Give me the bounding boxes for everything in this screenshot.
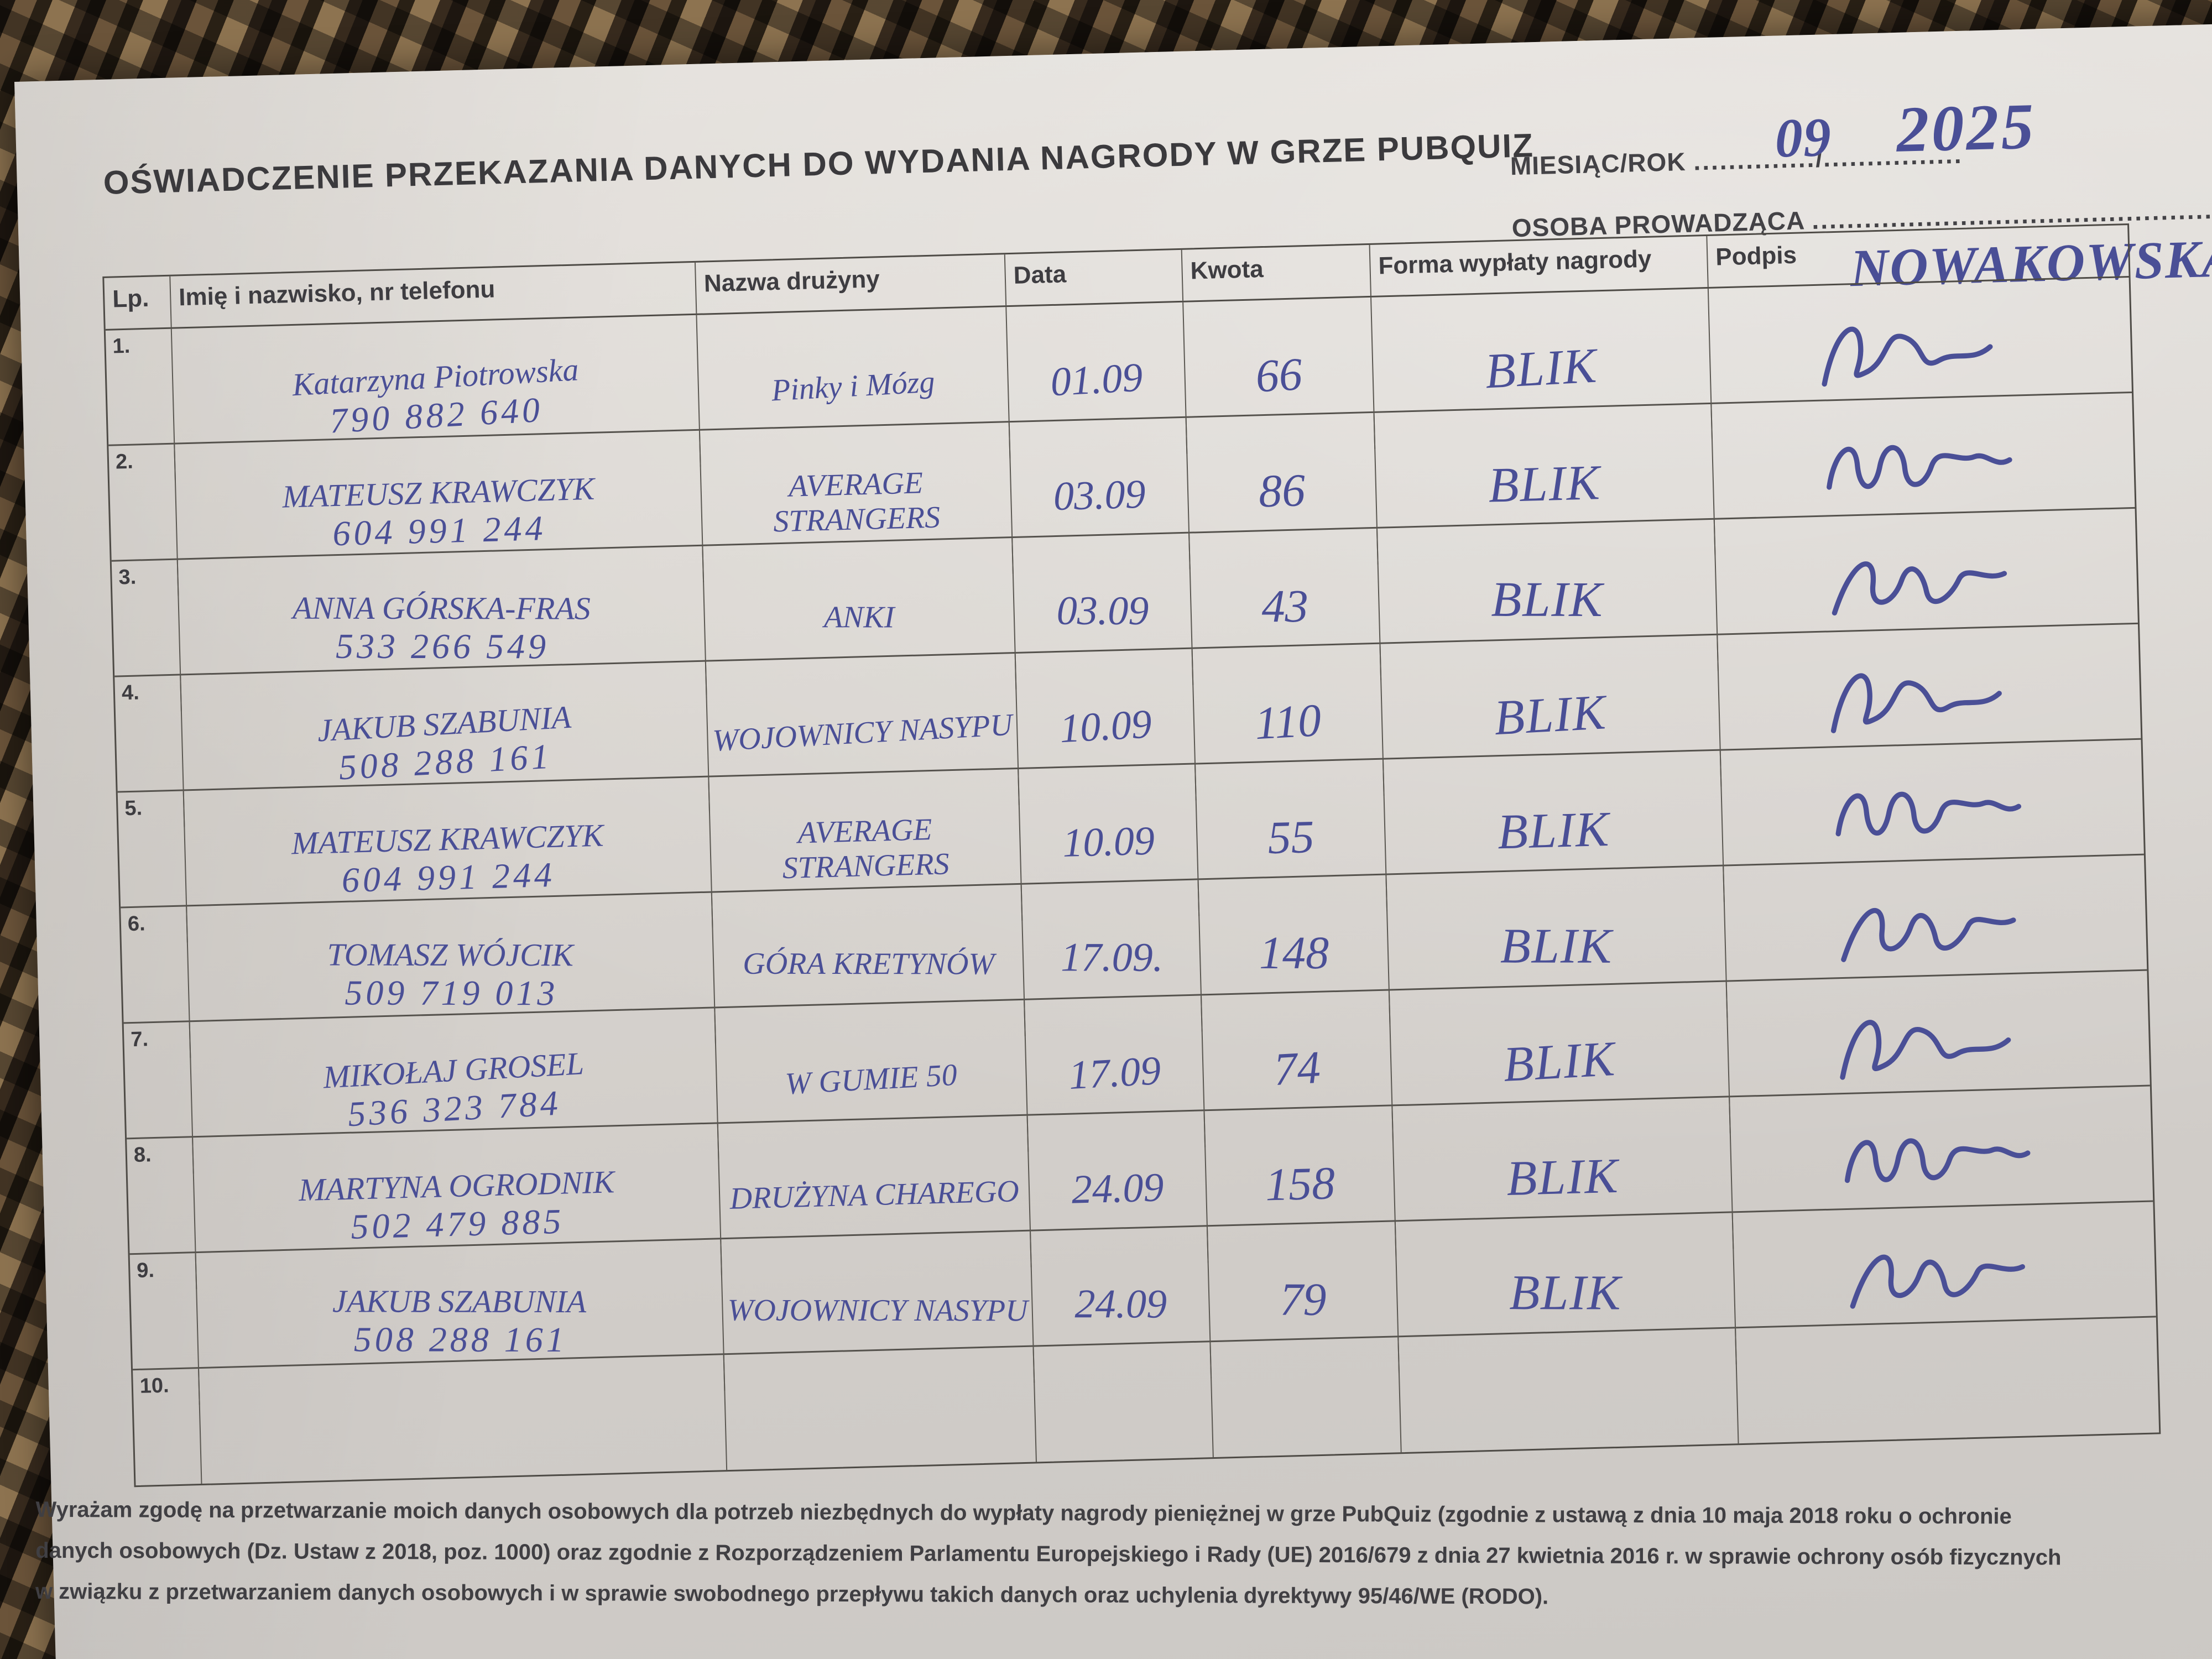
player-name: MATEUSZ KRAWCZYK [291,817,604,862]
payment-method: BLIK [1488,455,1601,513]
signature-scribble [1841,907,2016,962]
prize-amount: 79 [1280,1274,1327,1326]
prize-amount: 66 [1254,348,1304,403]
table-row: 4. JAKUB SZABUNIA 508 288 161 WOJOWNICY NAS… [114,624,2142,829]
signature-cell [1736,1317,2159,1443]
column-header: Lp. [104,276,172,329]
table-row: 3. ANNA GÓRSKA-FRAS 533 266 549 ANKI 03.09 43… [111,508,2139,713]
player-phone: 604 991 244 [332,508,547,553]
player-name: MARTYNA OGRODNIK [298,1164,615,1208]
player-name: ANNA GÓRSKA-FRAS [292,589,591,627]
prize-amount: 43 [1261,581,1308,633]
signature-scribble [1850,1254,2026,1309]
prize-amount: 74 [1272,1041,1322,1096]
signature-cell [1715,509,2139,671]
player-name: TOMASZ WÓJCIK [327,936,574,973]
player-name: MATEUSZ KRAWCZYK [281,470,595,515]
prize-amount: 148 [1259,927,1329,979]
prize-amount: 158 [1264,1157,1336,1211]
signature-cell [1709,278,2133,440]
team-name: ANKI [824,600,895,635]
player-name: JAKUB SZABUNIA [332,1283,587,1319]
prize-amount: 110 [1253,695,1323,750]
table-row: 1. Katarzyna Piotrowska 790 882 640 Pinky i… [105,278,2133,482]
prize-date: 10.09 [1062,818,1155,867]
signature-cell [1730,1087,2154,1249]
team-name: W GUMIE 50 [784,1058,958,1102]
signature-scribble [1835,791,2022,837]
column-header: Nazwa drużyny [695,254,1007,314]
prize-date: 03.09 [1056,588,1149,634]
team-name: WOJOWNICY NASYPU [727,1293,1028,1328]
player-phone: 509 719 013 [345,973,559,1013]
signature-cell [1733,1202,2157,1364]
player-phone: 508 288 161 [353,1319,567,1359]
payment-cell [1399,1328,1739,1453]
signature-scribble [1832,561,2007,615]
table-row: 7. MIKOŁAJ GROSEL 536 323 784 W GUMIE 50 17.… [123,971,2151,1175]
table-row: 8. MARTYNA OGRODNIK 502 479 885 DRUŻYNA CHA… [127,1086,2154,1291]
team-name: DRUŻYNA CHAREGO [729,1174,1020,1217]
date-cell [1034,1342,1214,1462]
payment-method: BLIK [1493,685,1608,746]
signature-cell [1721,740,2145,902]
prize-table: Lp. Imię i nazwisko, nr telefonu Nazwa dru… [102,223,2161,1488]
payment-method: BLIK [1484,338,1599,399]
signature-cell [1727,971,2151,1133]
table-row: 9. JAKUB SZABUNIA 508 288 161 WOJOWNICY NAS… [129,1202,2157,1406]
signature-cell [1712,393,2136,555]
payment-method: BLIK [1506,1149,1620,1207]
amount-cell [1211,1337,1402,1458]
team-name: GÓRA KRETYNÓW [742,947,994,982]
prize-date: 17.09. [1060,935,1163,981]
paper-sheet: OŚWIADCZENIE PRZEKAZANIA DANYCH DO WYDAN… [14,21,2212,1659]
player-phone: 604 991 244 [341,854,556,900]
player-phone: 502 479 885 [350,1201,565,1246]
team-cell [724,1347,1037,1470]
table-body: 1. Katarzyna Piotrowska 790 882 640 Pinky i… [105,278,2159,1486]
month-year-label: MIESIĄC/ROK [1510,147,1687,181]
signature-scribble [1831,673,2002,733]
table-row: 5. MATEUSZ KRAWCZYK 604 991 244 AVERAGE STR… [117,739,2145,945]
payment-method: BLIK [1491,572,1604,628]
team-name: AVERAGE STRANGERS [773,466,941,539]
column-header: Forma wypłaty nagrody [1370,236,1709,296]
column-header: Data [1005,249,1184,306]
prize-date: 01.09 [1049,354,1144,405]
consent-line: w związku z przetwarzaniem danych osobow… [35,1579,1549,1609]
signature-cell [1724,855,2148,1018]
table-row: 2. MATEUSZ KRAWCZYK 604 991 244 AVERAGE STR… [108,393,2136,598]
form-title: OŚWIADCZENIE PRZEKAZANIA DANYCH DO WYDAN… [102,127,1535,201]
prize-amount: 55 [1267,811,1315,864]
name-phone-cell [199,1355,728,1484]
prize-date: 24.09 [1074,1281,1167,1327]
payment-method: BLIK [1500,919,1613,974]
payment-method: BLIK [1509,1265,1622,1321]
signature-scribble [1827,445,2013,490]
handwritten-month: 09 [1774,106,1833,169]
team-name: AVERAGE STRANGERS [781,812,950,885]
prize-date: 17.09 [1067,1048,1162,1099]
prize-amount: 86 [1258,465,1306,518]
column-header: Kwota [1182,244,1371,301]
payment-method: BLIK [1502,1031,1618,1093]
player-phone: 533 266 549 [335,626,550,666]
team-name: WOJOWNICY NASYPU [711,708,1014,759]
column-header: Podpis [1715,241,1797,271]
team-name: Pinky i Mózg [770,364,936,408]
signature-scribble [1845,1138,2031,1183]
prize-date: 24.09 [1071,1165,1165,1213]
payment-method: BLIK [1496,802,1611,860]
row-number: 10. [133,1369,202,1486]
signature-cell [1718,624,2142,786]
prize-date: 10.09 [1058,701,1153,752]
signature-scribble [1840,1020,2011,1080]
consent-paragraph: Wyrażam zgodę na przetwarzanie moich dan… [35,1489,2212,1620]
signature-scribble [1822,326,1993,387]
prize-date: 03.09 [1052,472,1146,520]
table-row: 6. TOMASZ WÓJCIK 509 719 013 GÓRA KRETYNÓW 1… [121,855,2148,1060]
handwritten-year: 2025 [1895,90,2037,166]
